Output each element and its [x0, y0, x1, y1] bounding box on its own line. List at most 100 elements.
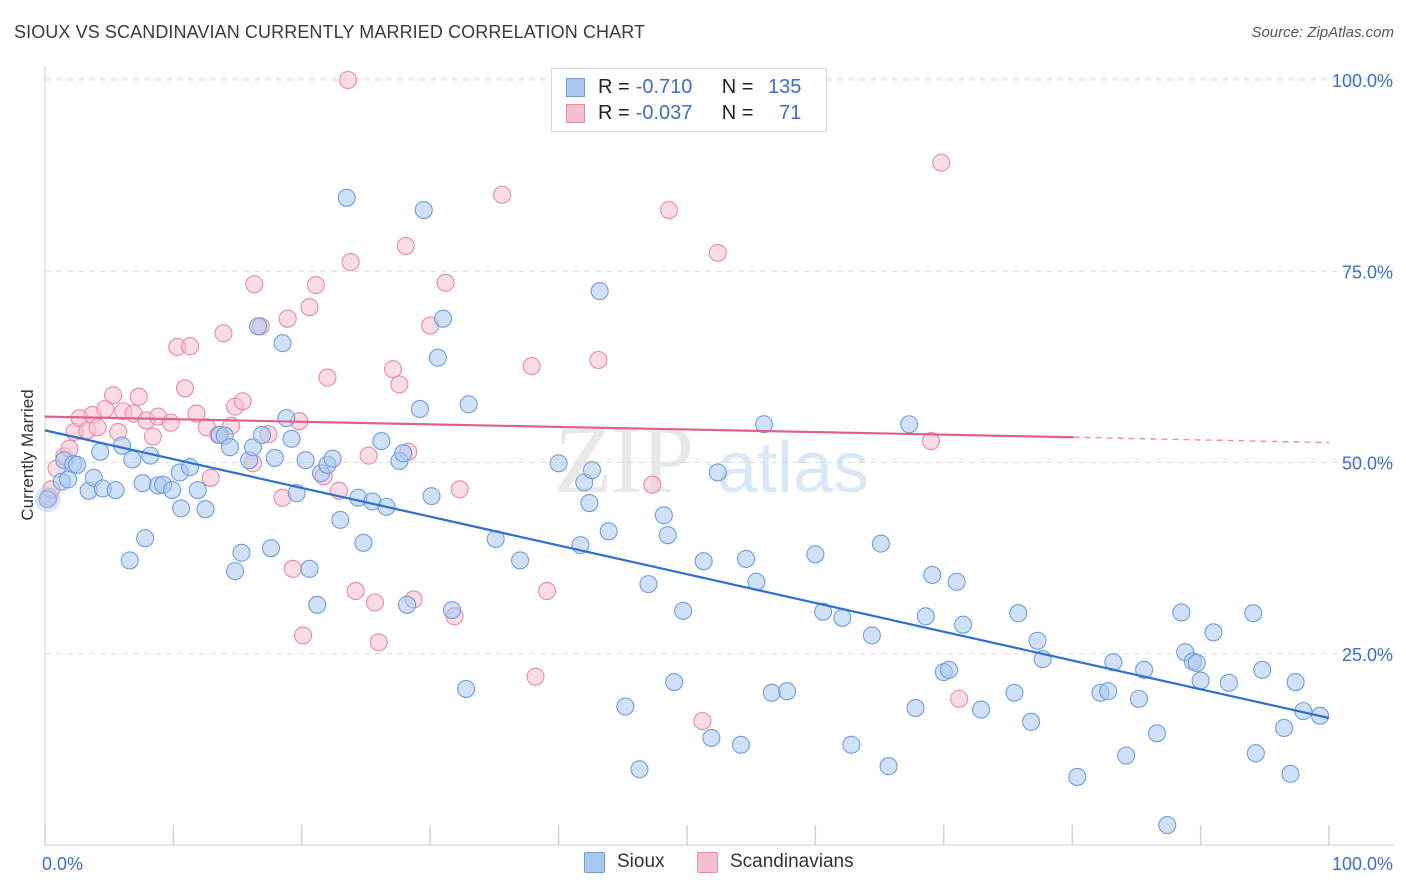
- sioux-point: [337, 188, 356, 207]
- bottom-legend-swatch-sioux: [584, 851, 605, 873]
- sioux-point: [442, 601, 462, 620]
- sioux-point: [354, 533, 373, 552]
- scandinavians-point: [493, 185, 512, 204]
- scandinavians-point: [708, 243, 727, 262]
- sioux-point: [708, 463, 727, 482]
- sioux-point: [323, 449, 342, 468]
- sioux-point: [879, 757, 898, 776]
- sioux-point: [428, 348, 447, 367]
- sioux-point: [1099, 682, 1118, 701]
- sioux-point: [196, 500, 215, 519]
- y-tick-label: 25.0%: [1342, 645, 1393, 665]
- sioux-point: [939, 660, 958, 679]
- sioux-point: [414, 201, 433, 220]
- grid-lines: [45, 77, 1394, 655]
- sioux-trend-line: [44, 429, 1330, 720]
- scandinavians-point: [383, 360, 403, 379]
- sioux-point: [398, 595, 417, 614]
- sioux-point: [220, 438, 239, 457]
- sioux-point: [754, 415, 774, 434]
- legend-n-value: 135: [768, 75, 802, 98]
- scandinavians-point: [300, 298, 319, 317]
- sioux-point: [300, 559, 319, 578]
- scandinavians-point: [659, 201, 679, 220]
- sioux-point: [172, 499, 191, 518]
- sioux-point: [1286, 673, 1305, 692]
- sioux-point: [59, 470, 78, 489]
- scandinavians-point: [396, 236, 415, 256]
- sioux-point: [273, 334, 292, 353]
- sioux-point: [410, 399, 429, 419]
- sioux-point: [1244, 604, 1263, 623]
- sioux-point: [1204, 623, 1223, 642]
- sioux-point: [133, 474, 152, 493]
- legend-swatch-sioux: [566, 77, 585, 97]
- sioux-point: [249, 317, 268, 336]
- sioux-point: [232, 543, 251, 562]
- sioux-point: [252, 425, 272, 445]
- sioux-point: [923, 565, 942, 585]
- sioux-point: [106, 480, 125, 500]
- sioux-point: [1022, 712, 1041, 731]
- sioux-point: [658, 526, 677, 545]
- sioux-point: [702, 728, 721, 747]
- scandinavians-point: [338, 70, 358, 90]
- sioux-point: [459, 395, 478, 414]
- scandinavians-point: [346, 581, 365, 601]
- scandinavians-point: [143, 427, 162, 446]
- sioux-point: [906, 699, 925, 718]
- sioux-point: [225, 562, 245, 581]
- sioux-point: [833, 608, 852, 627]
- sioux-point: [762, 683, 781, 702]
- scandinavians-point: [526, 667, 545, 686]
- sioux-points: [34, 188, 1330, 835]
- scandinavians-point: [390, 375, 409, 394]
- sioux-point: [1275, 718, 1294, 738]
- sioux-point: [261, 539, 281, 558]
- scandinavians-point: [365, 593, 385, 612]
- sioux-point: [1068, 767, 1087, 786]
- legend-r-value: -0.710: [635, 75, 693, 98]
- sioux-point: [599, 522, 618, 541]
- sioux-point: [582, 461, 602, 480]
- scandinavians-point: [589, 350, 608, 370]
- scandinavians-point: [294, 626, 313, 645]
- legend-n-label: N =: [721, 75, 754, 98]
- scandinavians-point: [306, 275, 325, 295]
- bottom-legend: Sioux Scandinavians: [0, 851, 1406, 877]
- sioux-point: [308, 595, 327, 614]
- sioux-point: [38, 490, 57, 509]
- legend-swatch-scandinavians: [566, 103, 585, 123]
- sioux-point: [731, 735, 750, 754]
- sioux-point: [694, 552, 713, 571]
- sioux-point: [549, 454, 568, 473]
- sioux-point: [900, 415, 919, 434]
- trend-lines: [44, 415, 1330, 720]
- scandinavians-point: [932, 153, 951, 172]
- sioux-point: [580, 493, 599, 513]
- scandinavians-point: [88, 418, 107, 437]
- scandinavians-point: [104, 386, 123, 405]
- legend-box: R = -0.710 N = 135 R = -0.037 N = 71: [551, 68, 827, 132]
- sioux-point: [188, 480, 207, 500]
- sioux-point: [422, 487, 441, 506]
- scandinavians-point: [436, 273, 455, 292]
- scandinavians-point: [341, 253, 360, 272]
- scandinavians-point: [318, 368, 337, 387]
- scandinavians-point: [161, 413, 180, 432]
- sioux-point: [871, 534, 890, 553]
- sioux-point: [1253, 660, 1272, 679]
- sioux-point: [1187, 653, 1206, 672]
- scandinavians-point: [283, 559, 302, 578]
- sioux-point: [806, 545, 825, 564]
- scandinavians-point: [537, 581, 557, 601]
- scandinavians-point: [245, 275, 264, 294]
- sioux-point: [1009, 604, 1028, 623]
- sioux-point: [674, 601, 693, 620]
- sioux-point: [331, 510, 350, 529]
- sioux-point: [954, 615, 973, 634]
- bottom-legend-swatch-scandinavians: [697, 851, 718, 873]
- sioux-point: [282, 429, 301, 448]
- sioux-point: [120, 551, 139, 570]
- scandinavians-point: [181, 337, 200, 356]
